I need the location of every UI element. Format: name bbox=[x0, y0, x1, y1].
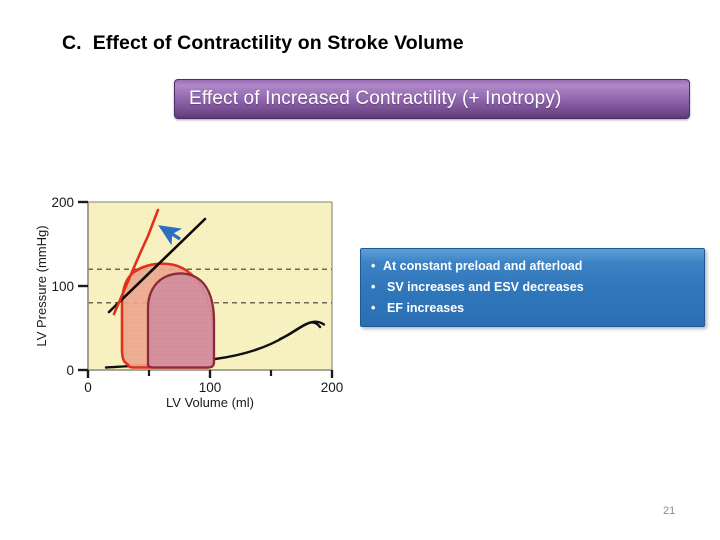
x-tick-label: 200 bbox=[321, 380, 344, 395]
x-tick-label: 0 bbox=[84, 380, 92, 395]
x-tick-label: 100 bbox=[199, 380, 222, 395]
y-tick-label: 100 bbox=[51, 279, 74, 294]
espvr-increased-line bbox=[112, 208, 160, 316]
pv-loop-baseline bbox=[146, 272, 216, 369]
y-axis-label: LV Pressure (mmHg) bbox=[34, 225, 49, 346]
section-banner-label: Effect of Increased Contractility (+ Ino… bbox=[189, 88, 562, 109]
page-title: C. Effect of Contractility on Stroke Vol… bbox=[62, 32, 464, 54]
edpvr-curve-upper bbox=[278, 320, 326, 341]
list-item: • At constant preload and afterload bbox=[371, 256, 704, 277]
list-item-label: SV increases and ESV decreases bbox=[387, 280, 584, 294]
y-axis: 200 100 0 LV Pressure (mmHg) bbox=[34, 195, 89, 378]
list-item: • SV increases and ESV decreases bbox=[371, 277, 704, 298]
key-points-callout: • At constant preload and afterload • SV i… bbox=[360, 248, 705, 327]
espvr-baseline-line bbox=[107, 217, 207, 314]
list-item-label: EF increases bbox=[387, 301, 465, 315]
section-banner: Effect of Increased Contractility (+ Ino… bbox=[174, 79, 690, 119]
page-number: 21 bbox=[663, 505, 676, 517]
y-tick-label: 200 bbox=[51, 195, 74, 210]
pv-loop-chart: 200 100 0 LV Pressure (mmHg) 0 100 200 L… bbox=[30, 186, 352, 410]
x-axis: 0 100 200 LV Volume (ml) bbox=[84, 369, 344, 410]
shift-arrow-icon bbox=[158, 225, 183, 246]
bullet-marker-icon: • bbox=[371, 280, 376, 294]
list-item: • EF increases bbox=[371, 298, 704, 319]
y-tick-label: 0 bbox=[66, 363, 74, 378]
x-axis-label: LV Volume (ml) bbox=[166, 395, 254, 410]
list-item-label: At constant preload and afterload bbox=[383, 259, 583, 273]
bullet-marker-icon: • bbox=[371, 259, 376, 273]
bullet-marker-icon: • bbox=[371, 301, 376, 315]
